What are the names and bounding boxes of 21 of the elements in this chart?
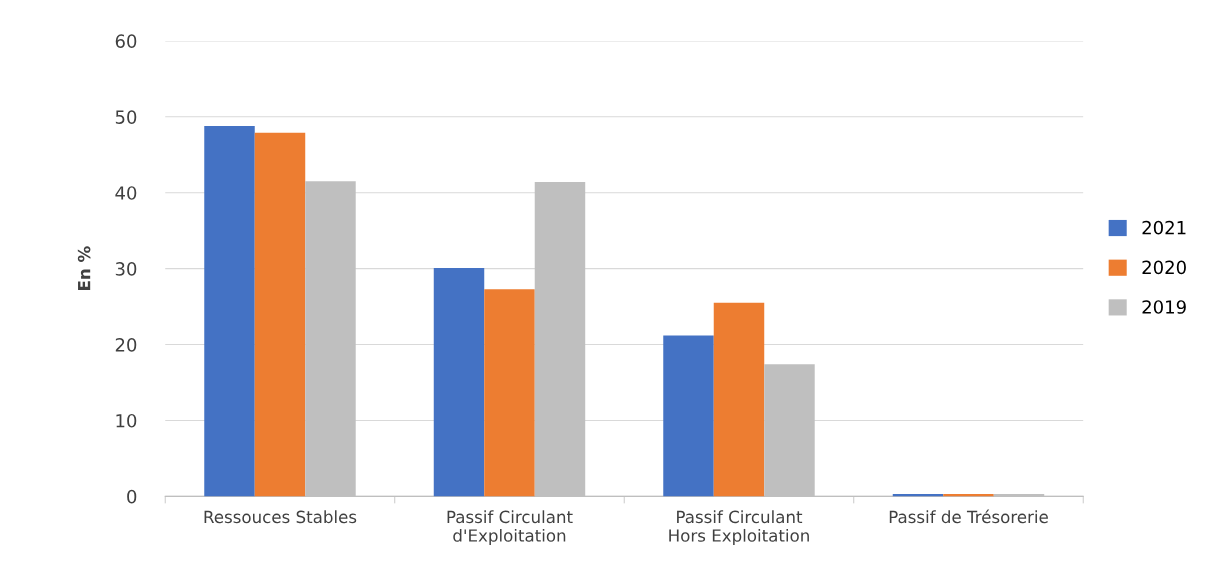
x-tick-label: Passif de Trésorerie [889, 509, 1048, 524]
y-tick-label: 40 [115, 186, 137, 200]
bar [713, 302, 765, 497]
x-tick-label: Ressouces Stables [204, 510, 357, 524]
y-tick-label: 10 [116, 413, 137, 428]
bar [254, 132, 306, 497]
bar [204, 125, 255, 497]
legend-label: 2021 [1142, 220, 1186, 235]
bar [433, 267, 485, 497]
y-tick-label: 30 [115, 262, 137, 276]
x-tick-label: Passif Circulant d'Exploitation [447, 510, 573, 546]
legend-label: 2020 [1142, 260, 1186, 275]
y-tick-label: 60 [115, 34, 137, 48]
y-tick-label: 20 [115, 338, 137, 352]
y-tick-label: 0 [127, 489, 137, 504]
bar [663, 335, 714, 497]
x-tick-label: Passif Circulant Hors Exploitation [669, 510, 809, 546]
y-axis-title: En % [77, 246, 91, 290]
legend-label: 2019 [1142, 300, 1186, 314]
bar [484, 289, 535, 497]
y-tick-label: 50 [115, 110, 137, 124]
